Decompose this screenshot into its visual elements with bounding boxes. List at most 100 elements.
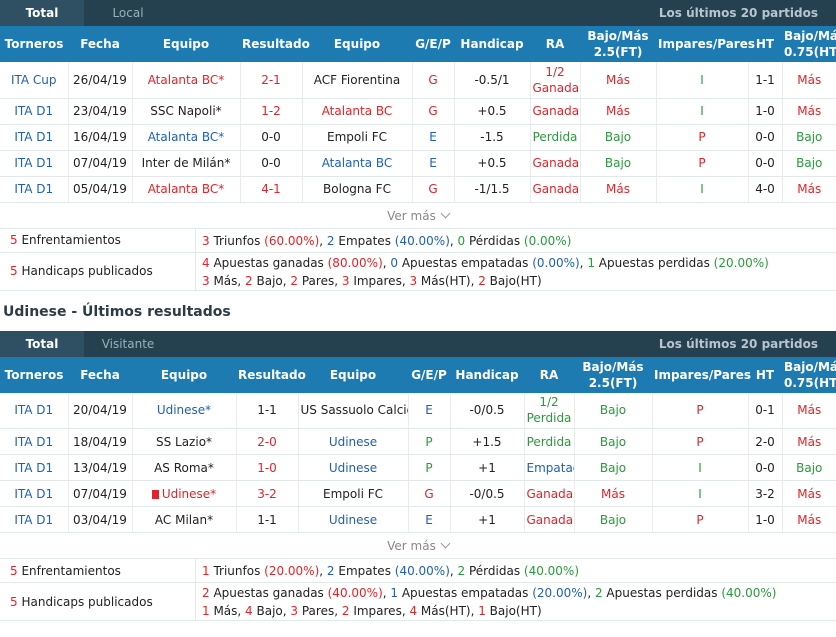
match-score[interactable]: 0-0 [240, 124, 303, 151]
table-row[interactable]: ITA Cup 26/04/19 Atalanta BC* 2-1 ACF Fioren… [0, 62, 836, 99]
match-score[interactable]: 2-1 [240, 62, 303, 99]
home-team[interactable]: Udinese* [132, 392, 237, 429]
column-header: Bajo/Más 2.5(FT) [574, 356, 652, 393]
tournament-link[interactable]: ITA D1 [0, 428, 69, 455]
tournament-link[interactable]: ITA D1 [0, 124, 69, 151]
table-row[interactable]: ITA D1 13/04/19 AS Roma* 1-0 Udinese P +1 Empat… [0, 454, 836, 481]
tournament-link[interactable]: ITA D1 [0, 454, 69, 481]
even-count: 3 [290, 604, 299, 618]
away-team[interactable]: Atalanta BC [302, 98, 413, 125]
table-row[interactable]: ITA D1 05/04/19 Atalanta BC* 4-1 Bologna FC G… [0, 176, 836, 203]
away-team[interactable]: Udinese [298, 454, 409, 481]
match-date: 03/04/19 [68, 506, 133, 533]
odd-even: I [652, 480, 749, 507]
table-row[interactable]: ITA D1 16/04/19 Atalanta BC* 0-0 Empoli FC E -… [0, 124, 836, 151]
ra-cell: Ganada [524, 506, 575, 533]
handicap: +1 [450, 454, 525, 481]
tab-local[interactable]: Local [112, 6, 144, 20]
away-team[interactable]: Empoli FC [298, 480, 409, 507]
over-under-ft: Más [580, 176, 657, 203]
ra-cell: Perdida [524, 428, 575, 455]
tournament-link[interactable]: ITA Cup [0, 62, 69, 99]
handicap: -0/0.5 [450, 480, 525, 507]
see-more-label: Ver más [387, 208, 436, 223]
table-row[interactable]: ITA D1 23/04/19 SSC Napoli* 1-2 Atalanta BC G… [0, 98, 836, 125]
over-label: Más, [209, 604, 246, 618]
ra-cell: Empatada [524, 454, 575, 481]
over-under-ht: Más [782, 62, 836, 99]
home-team-name: Udinese* [156, 403, 212, 418]
match-score[interactable]: 2-0 [236, 428, 299, 455]
column-header: Bajo/Más 2.5(FT) [580, 26, 656, 62]
odd-label: Impares, [349, 604, 410, 618]
home-team[interactable]: SSC Napoli* [132, 98, 241, 125]
table-row[interactable]: ITA D1 07/04/19 Udinese* 3-2 Empoli FC G -0/0.… [0, 480, 836, 507]
home-team[interactable]: SS Lazio* [132, 428, 237, 455]
home-team[interactable]: Atalanta BC* [132, 62, 241, 99]
home-team[interactable]: AS Roma* [132, 454, 237, 481]
ra-result: Ganada [526, 512, 574, 527]
home-team[interactable]: AC Milan* [132, 506, 237, 533]
column-header: Handicap [454, 26, 530, 62]
away-team[interactable]: Empoli FC [302, 124, 413, 151]
tournament-link[interactable]: ITA D1 [0, 176, 69, 203]
away-team[interactable]: Bologna FC [302, 176, 413, 203]
losses-pct: (40.00%) [523, 564, 580, 578]
see-more-button[interactable]: Ver más [0, 533, 836, 559]
match-score[interactable]: 4-1 [240, 176, 303, 203]
tournament-link[interactable]: ITA D1 [0, 150, 69, 177]
over-under-ft: Más [580, 98, 657, 125]
match-score[interactable]: 1-1 [236, 392, 299, 429]
table-row[interactable]: ITA D1 07/04/19 Inter de Milán* 0-0 Atalanta… [0, 150, 836, 177]
tournament-link[interactable]: ITA D1 [0, 392, 69, 429]
away-team[interactable]: ACF Fiorentina [302, 62, 413, 99]
draws-count: 2 [326, 233, 335, 248]
home-team[interactable]: Atalanta BC* [132, 124, 241, 151]
wins-pct: (60.00%) [264, 233, 320, 248]
home-team[interactable]: Inter de Milán* [132, 150, 241, 177]
match-score[interactable]: 1-0 [236, 454, 299, 481]
half-time-score: 1-1 [748, 62, 783, 99]
column-header: HT [748, 356, 782, 393]
match-score[interactable]: 1-1 [236, 506, 299, 533]
home-team[interactable]: Udinese* [132, 480, 237, 507]
tab-total[interactable]: Total [0, 0, 84, 26]
home-team-name: Atalanta BC* [147, 130, 225, 144]
table-row[interactable]: ITA D1 18/04/19 SS Lazio* 2-0 Udinese P +1.5 Pe… [0, 428, 836, 455]
over-under-ft: Bajo [574, 428, 653, 455]
tab-visitante[interactable]: Visitante [101, 336, 155, 351]
away-team[interactable]: Udinese [298, 428, 409, 455]
away-team[interactable]: Udinese [298, 506, 409, 533]
odd-even: P [652, 392, 749, 429]
tournament-link[interactable]: ITA D1 [0, 480, 69, 507]
summary-label: 5 Handicaps publicados [0, 252, 196, 290]
half-time-score: 1-0 [748, 98, 783, 125]
match-score[interactable]: 1-2 [240, 98, 303, 125]
home-team[interactable]: Atalanta BC* [132, 176, 241, 203]
away-team[interactable]: US Sassuolo Calcio [298, 392, 409, 429]
even-count: 2 [290, 273, 299, 288]
column-header: Fecha [68, 26, 132, 62]
under-count: 2 [245, 273, 253, 288]
tournament-link[interactable]: ITA D1 [0, 98, 69, 125]
over-ht-count: 4 [409, 604, 418, 618]
see-more-button[interactable]: Ver más [0, 203, 836, 229]
bets-push-pct: (0.00%) [532, 255, 580, 270]
last-matches-selector[interactable]: Los últimos 20 partidos [658, 336, 818, 351]
match-score[interactable]: 3-2 [236, 480, 299, 507]
under-ht-count: 1 [478, 604, 486, 618]
handicap: -1.5 [454, 124, 531, 151]
summary-values: 2 Apuestas ganadas (40.00%), 1 Apuestas … [202, 586, 777, 618]
losses-count: 0 [457, 233, 466, 248]
column-header: Torneros [0, 26, 68, 62]
last-matches-selector[interactable]: Los últimos 20 partidos [658, 6, 818, 20]
home-team-name: Atalanta BC* [147, 72, 225, 87]
tab-total[interactable]: Total [0, 330, 84, 357]
table-row[interactable]: ITA D1 20/04/19 Udinese* 1-1 US Sassuolo Cal… [0, 392, 836, 429]
summary-label-text: Enfrentamientos [21, 233, 121, 247]
table-row[interactable]: ITA D1 03/04/19 AC Milan* 1-1 Udinese E +1 Gana… [0, 506, 836, 533]
tournament-link[interactable]: ITA D1 [0, 506, 69, 533]
column-header: Resultado [236, 356, 306, 393]
match-score[interactable]: 0-0 [240, 150, 303, 177]
away-team[interactable]: Atalanta BC [302, 150, 413, 177]
